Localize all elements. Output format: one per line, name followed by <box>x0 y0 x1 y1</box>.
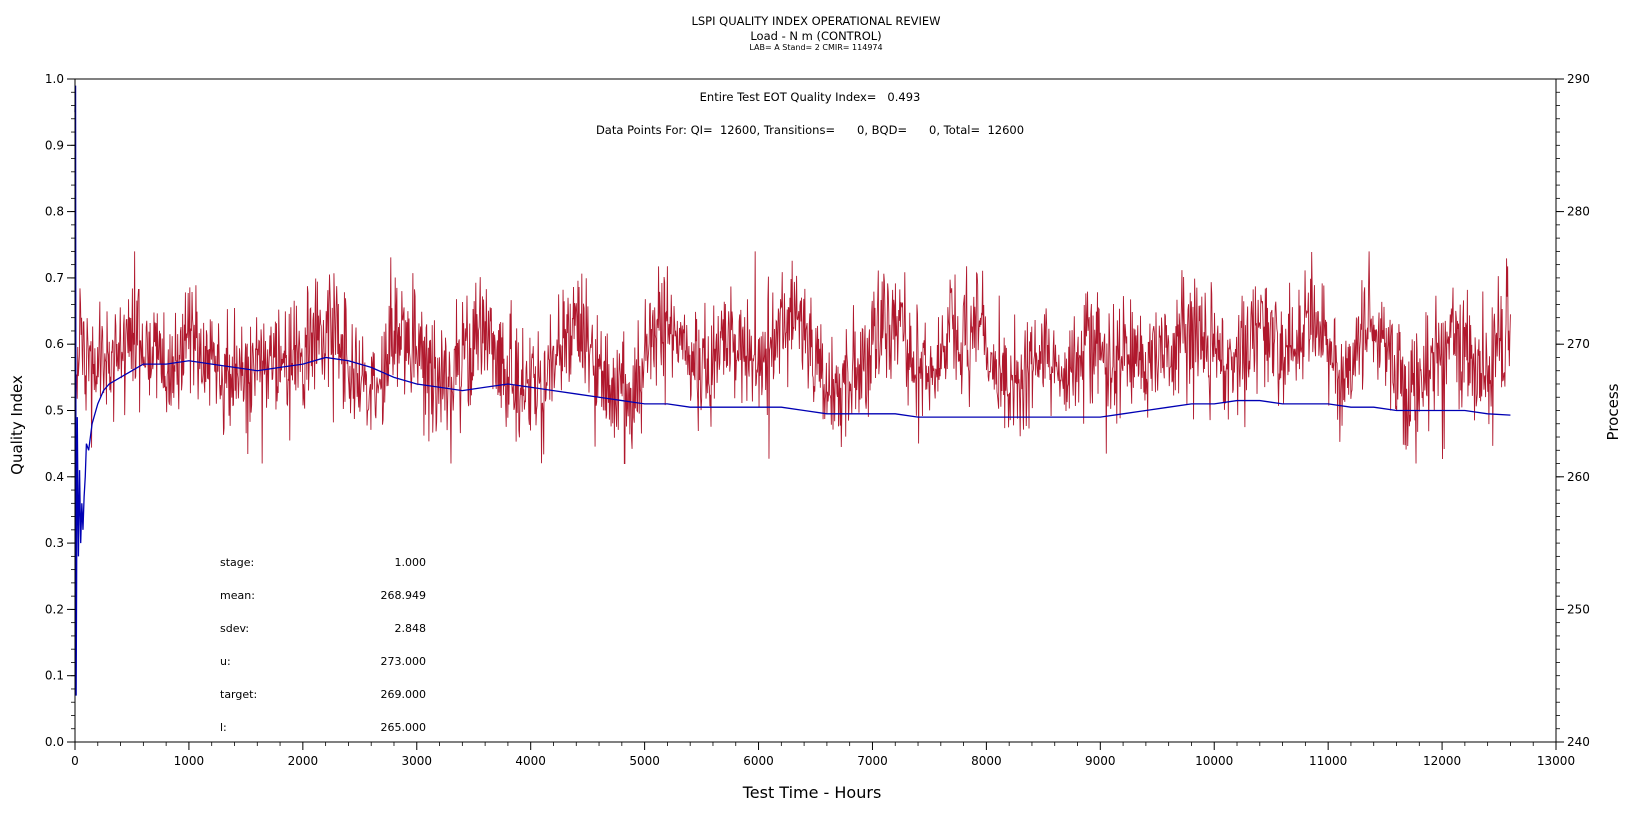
x-tick-label: 13000 <box>1537 754 1575 768</box>
series-layer <box>74 85 1511 696</box>
x-tick-label: 1000 <box>174 754 205 768</box>
data-points-annotation: Data Points For: QI= 12600, Transitions=… <box>596 123 1024 137</box>
axis-layer: 0 1000 2000 3000 4000 5000 6000 7000 8000 9000 100… <box>45 72 1590 768</box>
y-tick-label: 1.0 <box>45 72 64 86</box>
x-tick-label: 12000 <box>1423 754 1461 768</box>
y-tick-label: 0.8 <box>45 205 64 219</box>
stat-label: l: <box>220 721 227 734</box>
y2-tick-label: 260 <box>1567 470 1590 484</box>
x-tick-label: 5000 <box>629 754 660 768</box>
eot-quality-annotation: Entire Test EOT Quality Index= 0.493 <box>700 90 921 104</box>
y-tick-label: 0.6 <box>45 337 64 351</box>
x-tick-label: 9000 <box>1085 754 1116 768</box>
y-tick-label: 0.5 <box>45 404 64 418</box>
x-tick-label: 3000 <box>401 754 432 768</box>
x-tick-label: 11000 <box>1309 754 1347 768</box>
process-series-line <box>74 251 1511 464</box>
x-tick-label: 2000 <box>288 754 319 768</box>
x-tick-label: 7000 <box>857 754 888 768</box>
y-axis-title: Quality Index <box>8 375 26 475</box>
x-axis-title: Test Time - Hours <box>742 783 882 802</box>
y-tick-label: 0.9 <box>45 138 64 152</box>
y2-tick-label: 240 <box>1567 735 1590 749</box>
y-tick-label: 0.3 <box>45 536 64 550</box>
stat-label: sdev: <box>220 622 249 635</box>
y-tick-label: 0.2 <box>45 602 64 616</box>
stat-value: 269.000 <box>381 688 427 701</box>
stat-value: 2.848 <box>395 622 427 635</box>
y-tick-label: 0.7 <box>45 271 64 285</box>
y2-tick-label: 280 <box>1567 205 1590 219</box>
y2-tick-label: 250 <box>1567 602 1590 616</box>
stat-value: 273.000 <box>381 655 427 668</box>
x-tick-label: 8000 <box>971 754 1002 768</box>
stat-value: 265.000 <box>381 721 427 734</box>
y2-tick-label: 270 <box>1567 337 1590 351</box>
stat-value: 268.949 <box>381 589 427 602</box>
y-tick-label: 0.0 <box>45 735 64 749</box>
chart-title: LSPI QUALITY INDEX OPERATIONAL REVIEW <box>691 14 941 28</box>
chart-info-line: LAB= A Stand= 2 CMIR= 114974 <box>749 43 883 52</box>
stat-label: target: <box>220 688 257 701</box>
chart-subtitle: Load - N m (CONTROL) <box>750 29 882 43</box>
x-tick-label: 0 <box>71 754 79 768</box>
x-tick-label: 4000 <box>515 754 546 768</box>
y2-axis-title: Process <box>1604 383 1622 440</box>
y-tick-label: 0.4 <box>45 470 64 484</box>
x-tick-label: 6000 <box>743 754 774 768</box>
stat-value: 1.000 <box>395 556 427 569</box>
stat-label: u: <box>220 655 231 668</box>
quality-index-line <box>74 85 1511 696</box>
stats-block: stage: 1.000 mean: 268.949 sdev: 2.848 u… <box>220 556 426 734</box>
stat-label: stage: <box>220 556 254 569</box>
plot-frame <box>74 78 1557 743</box>
y-tick-label: 0.1 <box>45 669 64 683</box>
y2-tick-label: 290 <box>1567 72 1590 86</box>
x-tick-label: 10000 <box>1195 754 1233 768</box>
stat-label: mean: <box>220 589 255 602</box>
